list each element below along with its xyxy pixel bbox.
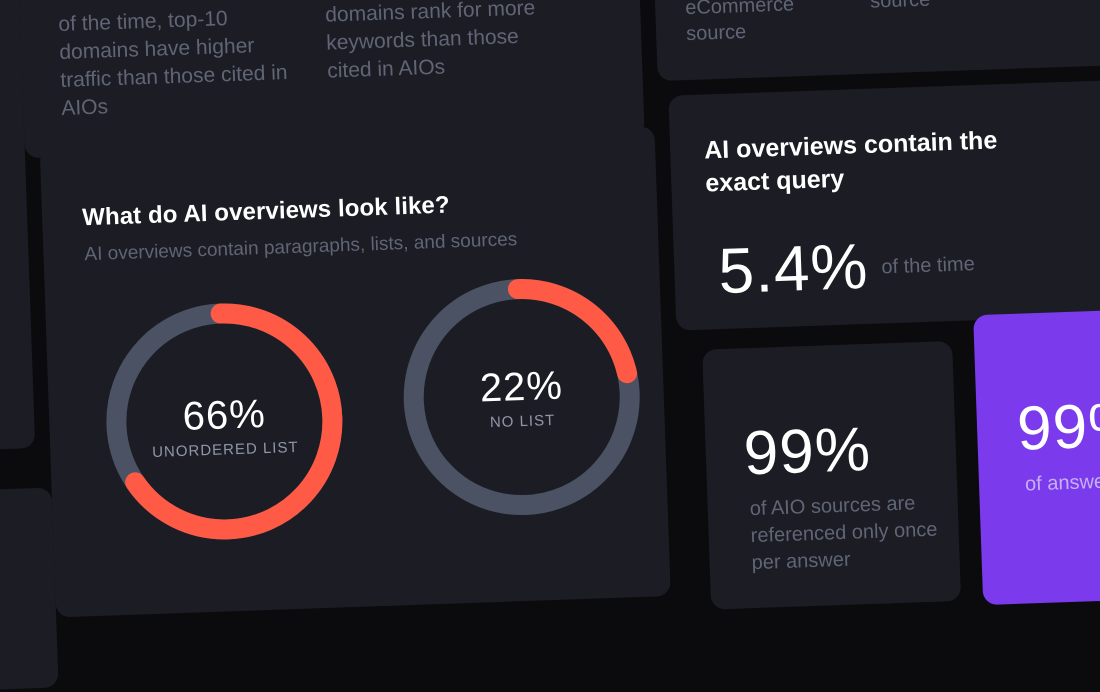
exact-query-value: 5.4% (717, 229, 870, 308)
referenced-once-card: 99% of AIO sources are referenced only o… (702, 341, 962, 610)
donut-fill (403, 279, 640, 516)
donut-value: 22% (479, 363, 564, 411)
top-left-col1-text: of the time, top-10 domains have higher … (58, 7, 288, 120)
top-right-col2-text: source (869, 0, 931, 13)
donut-no-list-svg (403, 279, 640, 516)
donut-chart-unordered-list: 66% UNORDERED LIST (100, 297, 348, 545)
donut-fill (106, 303, 343, 540)
top-left-col2-text: domains rank for more keywords than thos… (324, 0, 536, 83)
answer-length-value: 99% (1015, 390, 1100, 464)
card-subtitle: AI overviews contain paragraphs, lists, … (84, 229, 518, 266)
donut-chart-no-list: 22% NO LIST (398, 273, 646, 521)
top-right-stat-card: eCommerce source source (651, 0, 1100, 82)
referenced-once-value: 99% (742, 414, 873, 489)
exact-query-suffix: of the time (881, 253, 976, 279)
ai-overview-look-card: What do AI overviews look like? AI overv… (39, 126, 671, 618)
answer-length-description: of answers under 32 (1024, 467, 1100, 496)
answer-length-card: 99% of answers under 32 (973, 308, 1100, 606)
donut-value: 66% (181, 392, 267, 439)
exact-query-title: AI overviews contain the exact query (703, 126, 998, 198)
donut-unordered-svg (106, 303, 343, 540)
card-title: What do AI overviews look like? (81, 191, 451, 232)
left-edge-card-bottom (0, 487, 59, 692)
exact-query-card: AI overviews contain the exact query 5.4… (668, 79, 1100, 331)
referenced-once-description: of AIO sources are referenced only once … (749, 492, 938, 575)
top-right-col1-text: eCommerce source (684, 0, 795, 46)
